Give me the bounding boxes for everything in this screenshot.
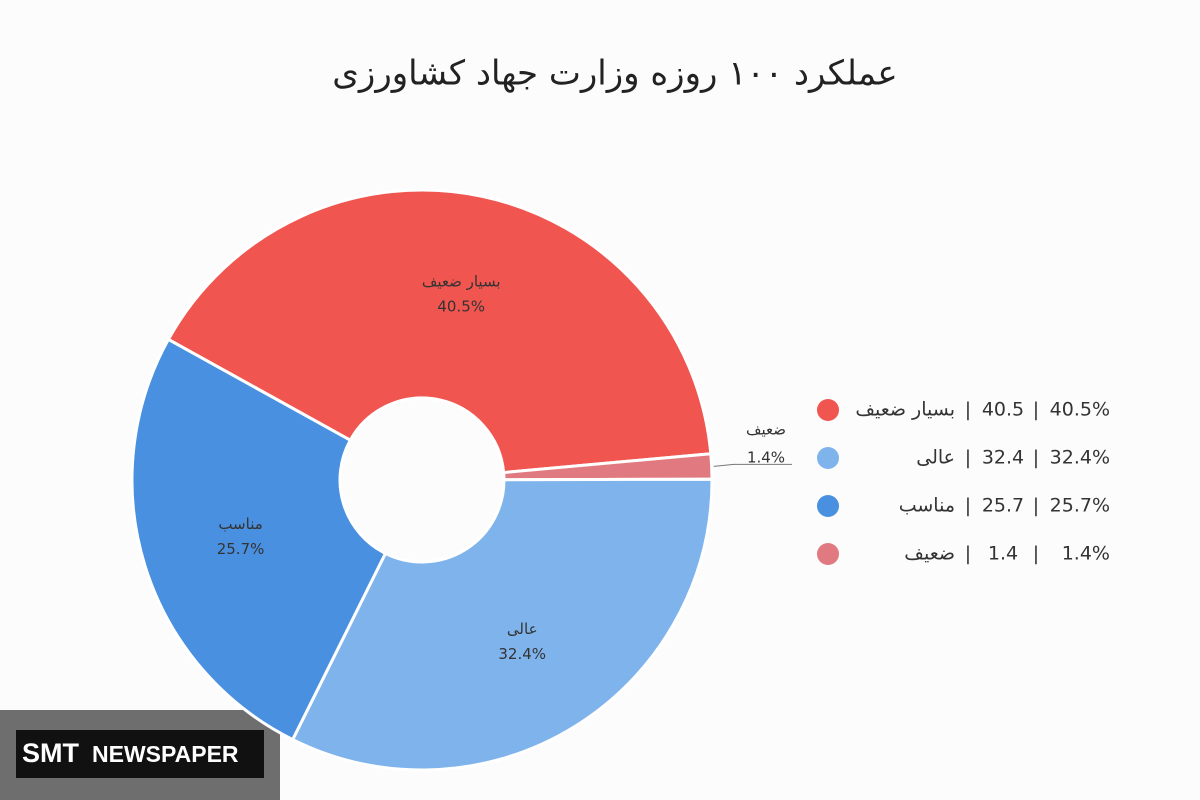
legend-sep: |	[965, 495, 971, 517]
legend-value: 40.5	[982, 399, 1024, 421]
legend-sep: |	[1033, 399, 1039, 421]
legend-label: مناسب	[899, 495, 955, 517]
legend-sep: |	[1033, 495, 1039, 517]
slice-value: 1.4%	[747, 449, 785, 467]
chart-title: عملکرد ۱۰۰ روزه وزارت جهاد کشاورزی	[332, 54, 897, 94]
legend-marker	[817, 447, 839, 469]
legend-sep: |	[965, 399, 971, 421]
legend-marker	[817, 543, 839, 565]
slice-label: ضعیف	[746, 421, 786, 439]
watermark-inner	[16, 730, 264, 778]
watermark-brand: SMT	[22, 738, 80, 768]
slice-label: مناسب	[218, 515, 262, 533]
legend-percent: 32.4%	[1050, 447, 1110, 469]
legend-sep: |	[965, 447, 971, 469]
legend-sep: |	[965, 543, 971, 565]
slice-label: عالی	[507, 620, 538, 638]
slice-value: 40.5%	[437, 298, 485, 316]
slice	[166, 188, 713, 475]
legend-label: بسیار ضعیف	[855, 399, 955, 421]
legend-percent: 25.7%	[1050, 495, 1110, 517]
legend-sep: |	[1033, 447, 1039, 469]
watermark-text: NEWSPAPER	[92, 741, 239, 767]
slice	[290, 477, 714, 772]
legend-percent: 40.5%	[1050, 399, 1110, 421]
legend-marker	[817, 495, 839, 517]
legend-marker	[817, 399, 839, 421]
legend-value: 32.4	[982, 447, 1024, 469]
slice	[130, 337, 388, 742]
slice-value: 32.4%	[498, 645, 546, 663]
legend-label: عالی	[916, 447, 955, 469]
slice-label: بسیار ضعیف	[422, 273, 501, 291]
legend-label: ضعیف	[904, 543, 955, 565]
legend-value: 25.7	[982, 495, 1024, 517]
legend-sep: |	[1033, 543, 1039, 565]
legend-value: 1.4	[988, 543, 1018, 565]
leader-line	[713, 463, 792, 467]
legend-percent: 1.4%	[1062, 543, 1110, 565]
slice-value: 25.7%	[217, 540, 265, 558]
